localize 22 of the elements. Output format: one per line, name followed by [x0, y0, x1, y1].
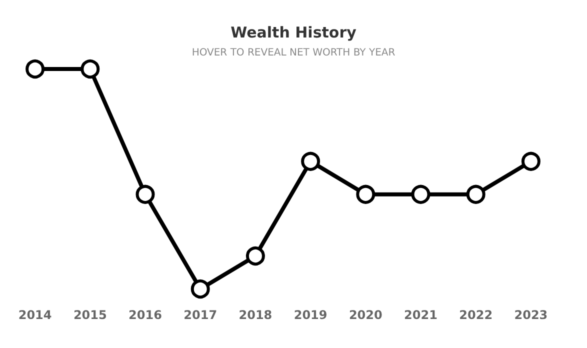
x-tick-label: 2015: [73, 308, 107, 322]
point: [411, 184, 430, 204]
chart-subtitle: HOVER TO REVEAL NET WORTH BY YEAR: [192, 48, 396, 58]
chart-title: Wealth History: [230, 24, 357, 42]
x-tick-label: 2018: [238, 308, 272, 322]
x-tick-label: 2023: [514, 308, 548, 322]
x-tick-label: 2022: [459, 308, 493, 322]
point: [190, 280, 210, 298]
x-tick-label: 2016: [128, 308, 162, 322]
x-tick-label: 2017: [184, 308, 218, 322]
x-tick-label: 2020: [348, 308, 382, 322]
point: [136, 184, 155, 204]
x-tick-label: 2014: [18, 308, 52, 322]
point: [80, 60, 100, 78]
point: [356, 184, 376, 204]
point: [246, 246, 265, 266]
point: [466, 184, 486, 204]
point: [26, 60, 45, 78]
x-tick-label: 2019: [294, 308, 328, 322]
point: [521, 152, 540, 171]
point: [301, 152, 320, 171]
x-tick-label: 2021: [404, 308, 438, 322]
